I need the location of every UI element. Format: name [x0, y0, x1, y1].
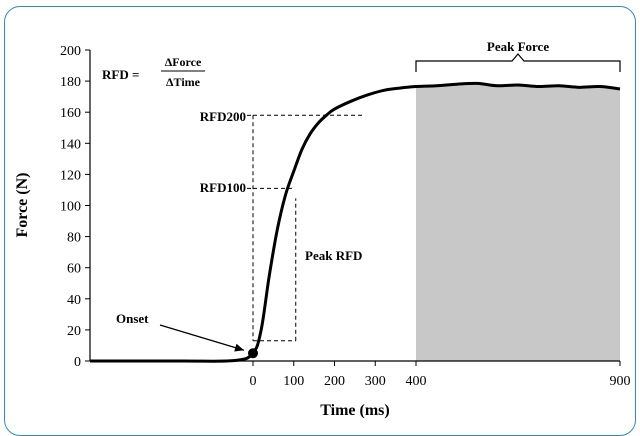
formula-denominator: ΔTime: [166, 75, 201, 89]
formula-lhs: RFD =: [102, 67, 139, 82]
x-tick-label: 300: [365, 374, 386, 389]
onset-point: [248, 348, 258, 359]
peak-force-bracket: [415, 53, 621, 72]
x-tick-label: 200: [324, 374, 345, 389]
y-tick-label: 180: [60, 75, 81, 90]
peak-force-region: [416, 83, 620, 362]
x-tick-label: 900: [610, 374, 631, 389]
rfd100-label: RFD100: [200, 180, 246, 195]
rfd200-label: RFD200: [200, 109, 246, 124]
formula-numerator: ΔForce: [165, 55, 202, 69]
y-axis-title: Force (N): [14, 173, 31, 238]
y-tick-label: 160: [60, 106, 81, 121]
x-tick-label: 400: [406, 374, 427, 389]
force-curve: [89, 81, 621, 363]
y-tick-label: 200: [60, 44, 81, 59]
onset-label: Onset: [116, 311, 149, 326]
peak-rfd-label: Peak RFD: [305, 248, 362, 263]
y-tick-label: 20: [67, 324, 81, 339]
y-tick-label: 40: [67, 293, 81, 308]
y-tick-label: 0: [74, 355, 81, 370]
peak-force-label: Peak Force: [487, 39, 549, 54]
x-tick-label: 100: [283, 374, 304, 389]
y-tick-label: 120: [60, 168, 81, 183]
y-tick-label: 80: [67, 231, 81, 246]
force-time-chart: 0 20 40 60 80 100 120 140 160 180 200 0 100 200 300 400…: [14, 39, 631, 419]
x-axis-title: Time (ms): [320, 402, 389, 419]
y-tick-label: 60: [67, 262, 81, 277]
x-tick-label: 0: [250, 374, 257, 389]
y-tick-label: 140: [60, 137, 81, 152]
onset-arrow-head: [234, 343, 244, 352]
onset-arrow-line: [159, 324, 245, 351]
y-tick-label: 100: [60, 200, 81, 215]
